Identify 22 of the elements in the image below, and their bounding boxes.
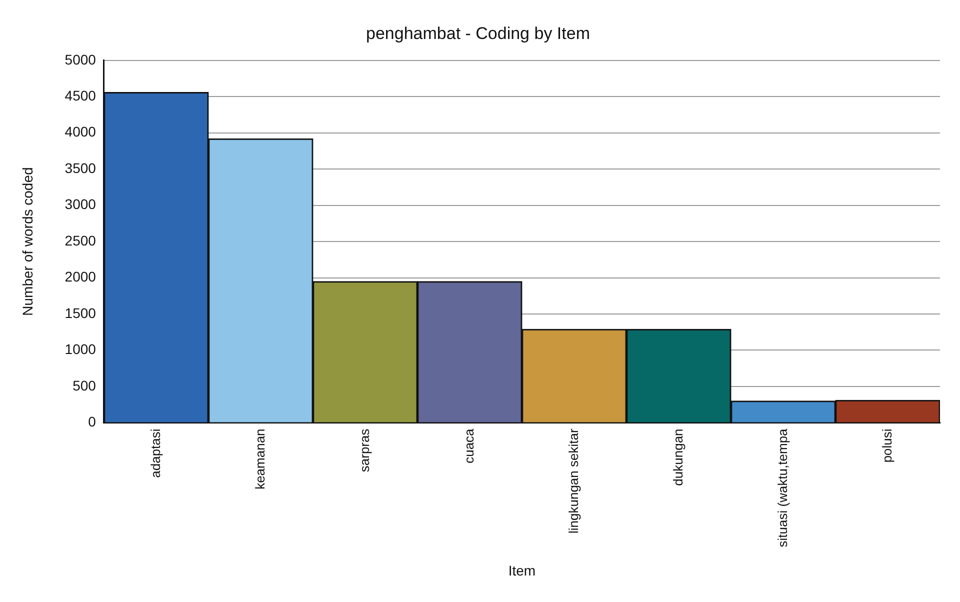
y-tick-label: 5000 [64, 51, 96, 68]
y-tick-label: 1000 [64, 341, 96, 358]
x-tick-label: lingkungan sekitar [566, 428, 581, 534]
x-axis-title: Item [508, 562, 536, 578]
x-tick-label: cuaca [461, 428, 476, 464]
y-tick-label: 500 [72, 377, 96, 394]
y-tick-label: 3000 [64, 196, 96, 212]
x-tick-label: keamanan [252, 428, 268, 490]
y-tick-label: 4500 [64, 87, 96, 104]
chart-title: penghambat - Coding by Item [366, 24, 590, 43]
x-tick-label: dukungan [670, 428, 686, 486]
y-tick-label: 3500 [64, 160, 96, 176]
x-tick-label: situasi (waktu,tempa [774, 428, 790, 548]
y-tick-label: 0 [88, 414, 96, 430]
y-tick-label: 2000 [64, 268, 96, 285]
y-tick-label: 1500 [64, 304, 96, 321]
x-tick-label: adaptasi [148, 428, 163, 478]
y-tick-label: 4000 [64, 124, 96, 140]
x-tick-label: sarpras [356, 428, 372, 472]
y-tick-label: 2500 [64, 232, 96, 248]
y-axis-title: Number of words coded [19, 167, 36, 316]
x-tick-label: polusi [879, 428, 894, 463]
